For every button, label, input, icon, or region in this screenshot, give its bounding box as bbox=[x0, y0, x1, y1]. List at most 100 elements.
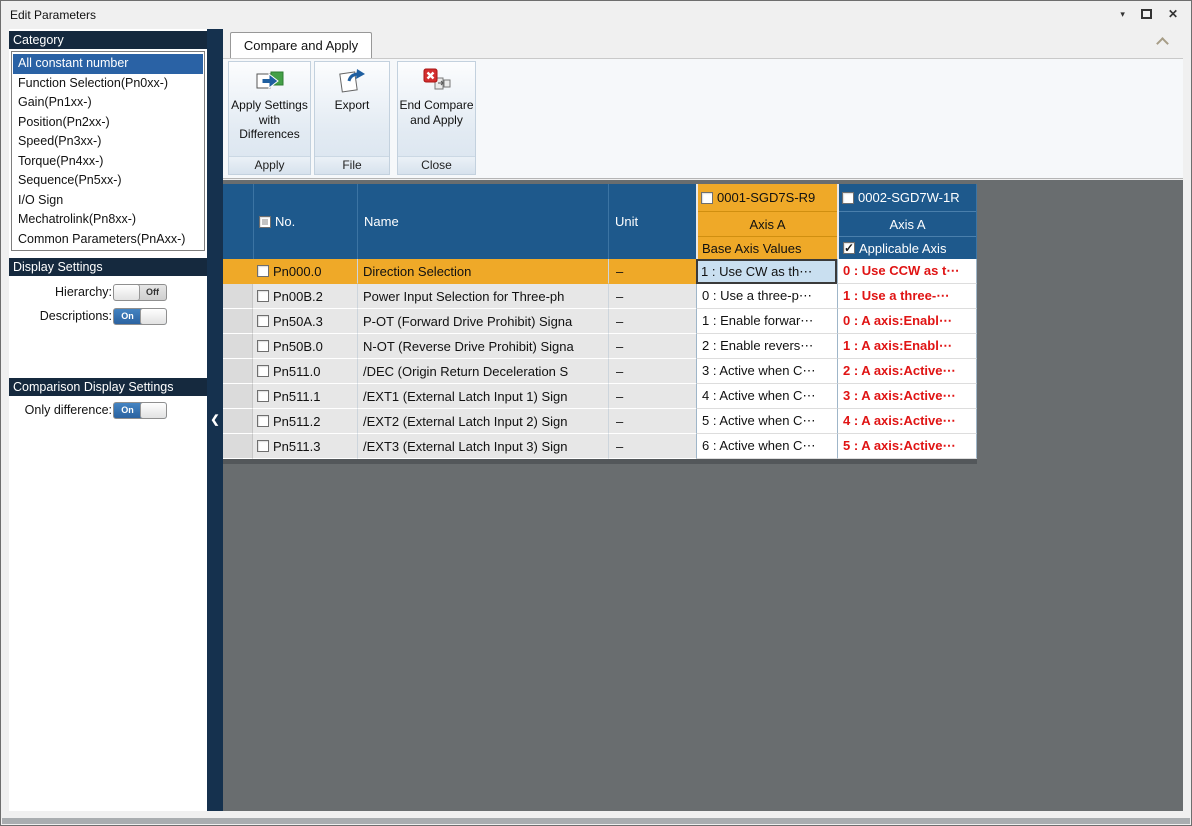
window-menu-icon[interactable]: ▾ bbox=[1120, 7, 1125, 21]
base-axis-values-label: Base Axis Values bbox=[702, 241, 801, 256]
selected-base-value-cell[interactable]: 1 : Use CW as th⋯ bbox=[696, 259, 837, 284]
param-unit: – bbox=[608, 384, 696, 409]
only-difference-toggle[interactable]: On bbox=[113, 402, 167, 419]
row-selector[interactable] bbox=[223, 384, 253, 409]
compare-value-cell[interactable]: 3 : A axis:Active⋯ bbox=[837, 384, 977, 409]
base-value-cell[interactable]: 6 : Active when C⋯ bbox=[696, 434, 837, 459]
param-unit: – bbox=[608, 434, 696, 459]
category-item-position[interactable]: Position(Pn2xx-) bbox=[13, 113, 203, 133]
titlebar: Edit Parameters ▾ ✕ bbox=[2, 2, 1190, 28]
base-value-cell[interactable]: 0 : Use a three-p⋯ bbox=[696, 284, 837, 309]
maximize-icon[interactable] bbox=[1141, 9, 1152, 19]
category-item-speed[interactable]: Speed(Pn3xx-) bbox=[13, 132, 203, 152]
table-row: Pn511.0 /DEC (Origin Return Deceleration… bbox=[223, 359, 977, 384]
category-item-mechatrolink[interactable]: Mechatrolink(Pn8xx-) bbox=[13, 210, 203, 230]
table-row: Pn50A.3 P-OT (Forward Drive Prohibit) Si… bbox=[223, 309, 977, 334]
row-selector[interactable] bbox=[223, 334, 253, 359]
button-label: Export bbox=[315, 98, 389, 113]
param-name: /DEC (Origin Return Deceleration S bbox=[357, 359, 608, 384]
category-item-sequence[interactable]: Sequence(Pn5xx-) bbox=[13, 171, 203, 191]
end-compare-and-apply-button[interactable]: End Compare and Apply bbox=[398, 62, 475, 156]
device-0001-axis: Axis A bbox=[698, 211, 837, 237]
category-item-io-sign[interactable]: I/O Sign bbox=[13, 191, 203, 211]
row-selector[interactable] bbox=[223, 359, 253, 384]
row-selector[interactable] bbox=[223, 309, 253, 334]
toggle-handle bbox=[140, 308, 167, 325]
compare-value-cell[interactable]: 1 : Use a three-⋯ bbox=[837, 284, 977, 309]
base-value-cell[interactable]: 4 : Active when C⋯ bbox=[696, 384, 837, 409]
row-selector[interactable] bbox=[223, 409, 253, 434]
param-name: Direction Selection bbox=[357, 259, 608, 284]
category-item-common-parameters[interactable]: Common Parameters(PnAxx-) bbox=[13, 230, 203, 250]
device-0001-checkbox[interactable] bbox=[701, 192, 713, 204]
display-settings-header: Display Settings bbox=[9, 258, 207, 276]
category-item-function-selection[interactable]: Function Selection(Pn0xx-) bbox=[13, 74, 203, 94]
compare-value-cell[interactable]: 1 : A axis:Enabl⋯ bbox=[837, 334, 977, 359]
window-title: Edit Parameters bbox=[10, 8, 96, 22]
row-checkbox[interactable] bbox=[257, 390, 269, 402]
param-no: Pn511.2 bbox=[273, 414, 320, 429]
category-item-torque[interactable]: Torque(Pn4xx-) bbox=[13, 152, 203, 172]
param-unit: – bbox=[608, 409, 696, 434]
row-selector[interactable] bbox=[223, 259, 253, 284]
category-list: All constant number Function Selection(P… bbox=[11, 51, 205, 251]
param-no: Pn50B.0 bbox=[273, 339, 323, 354]
collapse-ribbon-icon[interactable] bbox=[1156, 38, 1169, 47]
ribbon-group-file: Export File bbox=[314, 61, 390, 175]
param-name: /EXT3 (External Latch Input 3) Sign bbox=[357, 434, 608, 459]
base-value-cell[interactable]: 5 : Active when C⋯ bbox=[696, 409, 837, 434]
row-selector[interactable] bbox=[223, 434, 253, 459]
row-checkbox[interactable] bbox=[257, 315, 269, 327]
compare-value-cell[interactable]: 4 : A axis:Active⋯ bbox=[837, 409, 977, 434]
group-label-close: Close bbox=[398, 156, 475, 174]
param-no: Pn00B.2 bbox=[273, 289, 323, 304]
column-header-no: No. bbox=[253, 184, 357, 259]
row-header-column bbox=[223, 184, 253, 259]
param-no: Pn000.0 bbox=[273, 264, 321, 279]
param-name: N-OT (Reverse Drive Prohibit) Signa bbox=[357, 334, 608, 359]
group-label-file: File bbox=[315, 156, 389, 174]
device-0002-checkbox[interactable] bbox=[842, 192, 854, 204]
tab-compare-and-apply[interactable]: Compare and Apply bbox=[230, 32, 372, 58]
category-item-gain[interactable]: Gain(Pn1xx-) bbox=[13, 93, 203, 113]
close-icon[interactable]: ✕ bbox=[1168, 7, 1178, 21]
device-column-0002: 0002-SGD7W-1R Axis A Applicable Axis bbox=[837, 184, 977, 259]
device-0002-id: 0002-SGD7W-1R bbox=[858, 190, 960, 205]
edit-parameters-window: Edit Parameters ▾ ✕ Category All constan… bbox=[0, 0, 1192, 826]
export-button[interactable]: Export bbox=[315, 62, 389, 156]
toggle-state-label: Off bbox=[139, 285, 166, 300]
sidebar-collapse-strip: ❮ bbox=[207, 29, 223, 811]
base-value-cell[interactable]: 1 : Enable forwar⋯ bbox=[696, 309, 837, 334]
row-selector[interactable] bbox=[223, 284, 253, 309]
compare-value-cell[interactable]: 5 : A axis:Active⋯ bbox=[837, 434, 977, 459]
column-header-unit: Unit bbox=[608, 184, 696, 259]
row-checkbox[interactable] bbox=[257, 290, 269, 302]
base-value-cell[interactable]: 3 : Active when C⋯ bbox=[696, 359, 837, 384]
compare-value-cell[interactable]: 2 : A axis:Active⋯ bbox=[837, 359, 977, 384]
column-header-name: Name bbox=[357, 184, 608, 259]
row-checkbox[interactable] bbox=[257, 440, 269, 452]
compare-value-cell[interactable]: 0 : A axis:Enabl⋯ bbox=[837, 309, 977, 334]
param-unit: – bbox=[608, 334, 696, 359]
row-checkbox[interactable] bbox=[257, 265, 269, 277]
row-checkbox[interactable] bbox=[257, 365, 269, 377]
hierarchy-label: Hierarchy: bbox=[55, 285, 112, 299]
param-unit: – bbox=[608, 359, 696, 384]
param-name: Power Input Selection for Three-ph bbox=[357, 284, 608, 309]
param-no: Pn511.0 bbox=[273, 364, 320, 379]
applicable-axis-checkbox[interactable] bbox=[843, 242, 855, 254]
row-checkbox[interactable] bbox=[257, 340, 269, 352]
table-row: Pn50B.0 N-OT (Reverse Drive Prohibit) Si… bbox=[223, 334, 977, 359]
descriptions-toggle[interactable]: On bbox=[113, 308, 167, 325]
param-unit: – bbox=[608, 259, 696, 284]
ribbon: Apply Settings with Differences Apply Ex… bbox=[223, 58, 1183, 179]
apply-settings-with-differences-button[interactable]: Apply Settings with Differences bbox=[229, 62, 310, 156]
compare-value-cell[interactable]: 0 : Use CCW as t⋯ bbox=[837, 259, 977, 284]
param-no: Pn511.3 bbox=[273, 439, 320, 454]
category-item-all-constant-number[interactable]: All constant number bbox=[13, 54, 203, 74]
select-all-checkbox[interactable] bbox=[259, 216, 271, 228]
row-checkbox[interactable] bbox=[257, 415, 269, 427]
collapse-sidebar-icon[interactable]: ❮ bbox=[207, 413, 223, 426]
base-value-cell[interactable]: 2 : Enable revers⋯ bbox=[696, 334, 837, 359]
hierarchy-toggle[interactable]: Off bbox=[113, 284, 167, 301]
